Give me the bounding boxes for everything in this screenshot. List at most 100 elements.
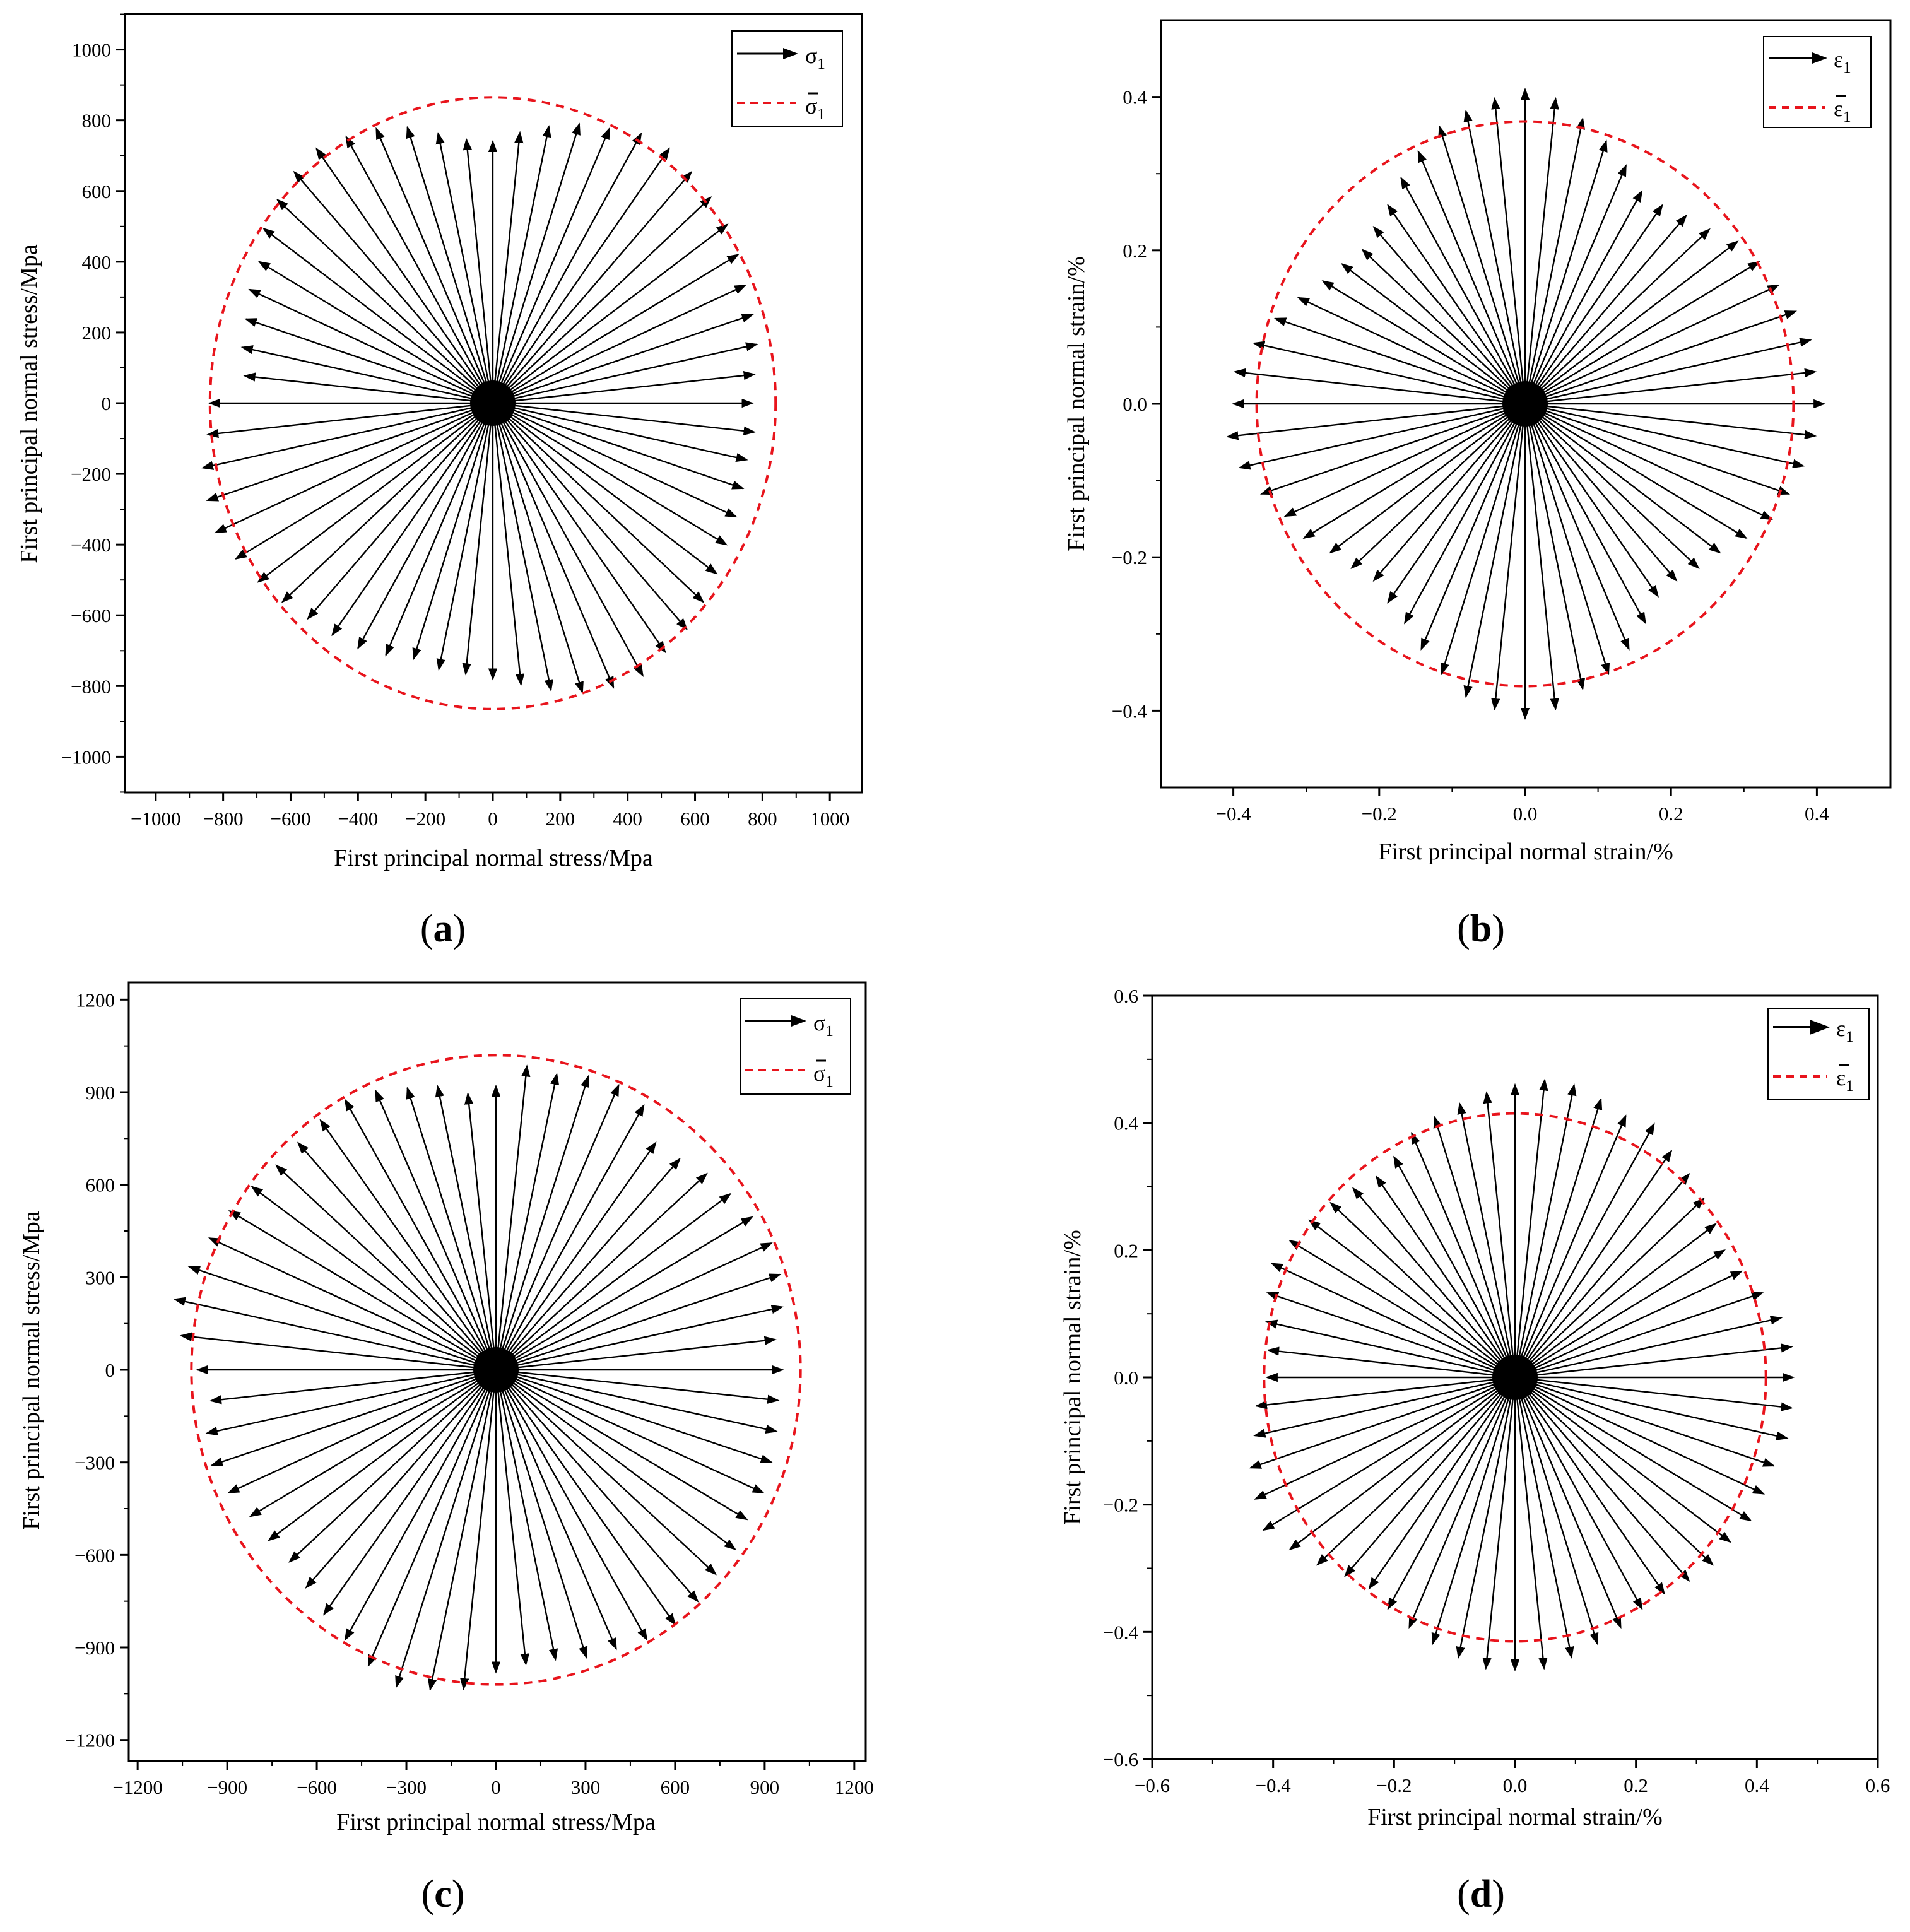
stress-vector-arrow xyxy=(1329,1201,1516,1378)
stress-vector-arrow xyxy=(492,370,756,404)
stress-vector-arrow xyxy=(1266,1292,1516,1379)
stress-vector-arrow xyxy=(492,342,758,404)
x-tick-label: 0.0 xyxy=(1503,1774,1528,1796)
stress-vector-arrow xyxy=(395,1369,497,1688)
center-hub xyxy=(1492,1355,1538,1400)
stress-vector-arrow xyxy=(375,127,494,404)
stress-vector-arrow xyxy=(1253,1376,1516,1438)
stress-vector-arrow xyxy=(1341,262,1526,404)
stress-vector-arrow xyxy=(1514,1343,1793,1379)
panel-c: −1200 −900 −600 −300 0 300 600 900 1200 −1200 −900… xyxy=(18,981,874,1916)
stress-vector-arrow xyxy=(307,403,493,620)
stress-vector-arrow xyxy=(1514,1376,1793,1411)
stress-vector-arrow xyxy=(315,147,493,404)
stress-vector-arrow xyxy=(1375,1175,1516,1378)
y-tick-label: −300 xyxy=(74,1452,115,1474)
stress-vector-arrow xyxy=(460,1369,497,1691)
stress-vector-arrow xyxy=(385,403,494,657)
stress-vector-arrow xyxy=(1482,1377,1516,1670)
x-tick-label: 600 xyxy=(661,1776,690,1798)
stress-vector-arrow xyxy=(495,1369,717,1576)
panel-label-b: (b) xyxy=(1457,907,1505,950)
stress-vector-arrow xyxy=(1226,403,1526,440)
plot-frame xyxy=(127,981,867,1762)
legend-box xyxy=(731,30,843,127)
y-tick-label: 800 xyxy=(82,110,112,132)
x-axis-title: First principal normal strain/% xyxy=(1378,839,1673,865)
stress-vector-arrow xyxy=(1431,1377,1516,1646)
stress-vector-arrow xyxy=(1440,403,1526,676)
stress-vector-arrow xyxy=(1417,150,1526,404)
y-tick-label: 0 xyxy=(102,392,112,415)
x-tick-label: 0.6 xyxy=(1866,1774,1890,1796)
stress-vector-arrow xyxy=(1372,226,1526,404)
stress-vector-arrow xyxy=(492,402,756,436)
stress-vector-arrow xyxy=(234,402,493,560)
stress-vector-arrow xyxy=(1433,1116,1516,1378)
stress-vector-arrow xyxy=(1514,1172,1690,1378)
y-tick-label: 0.0 xyxy=(1123,393,1147,415)
stress-vector-arrow xyxy=(1400,176,1526,404)
legend-mean-label: σ1 xyxy=(805,93,825,123)
stress-vector-arrow xyxy=(1524,403,1748,539)
stress-vector-arrow xyxy=(1514,1377,1599,1646)
stress-vector-arrow xyxy=(1524,164,1627,404)
y-tick-label: −0.2 xyxy=(1112,546,1147,568)
stress-vector-arrow xyxy=(495,1369,773,1464)
y-axis-title: First principal normal stress/Mpa xyxy=(16,244,42,563)
legend-arrow-label: σ1 xyxy=(805,43,825,73)
y-tick-label: 600 xyxy=(82,180,112,203)
stress-vector-arrow xyxy=(1524,214,1687,404)
x-tick-label: −1000 xyxy=(131,808,180,830)
stress-vector-arrow xyxy=(357,403,494,650)
legend: ε1 ε1 xyxy=(1763,36,1872,128)
stress-vector-arrow xyxy=(495,1172,708,1370)
stress-vector-arrow xyxy=(495,1369,778,1434)
stress-vector-arrow xyxy=(1514,1377,1548,1670)
stress-vector-arrow xyxy=(1408,1377,1516,1629)
center-hub-dot xyxy=(1492,1355,1538,1400)
stress-vector-arrow xyxy=(492,147,670,404)
x-tick-label: −800 xyxy=(203,808,244,830)
mean-circle-layer xyxy=(1255,120,1795,688)
stress-vector-arrow xyxy=(495,1141,657,1370)
x-axis-title: First principal normal stress/Mpa xyxy=(336,1809,656,1835)
stress-vector-arrow xyxy=(495,1242,773,1371)
x-tick-label: 1200 xyxy=(835,1776,874,1798)
stress-vector-arrow xyxy=(375,1089,497,1370)
stress-vector-arrow xyxy=(1524,403,1678,582)
stress-vector-arrow xyxy=(1264,1319,1516,1379)
stress-vector-arrow xyxy=(464,1092,497,1370)
stress-vector-arrow xyxy=(1270,1263,1516,1379)
legend-mean-label: σ1 xyxy=(813,1061,834,1090)
stress-vector-arrow xyxy=(495,1336,777,1371)
y-tick-label: −900 xyxy=(74,1637,115,1659)
stress-vector-arrow xyxy=(1514,1377,1622,1629)
stress-vector-arrow xyxy=(1524,403,1791,495)
stress-vector-arrow xyxy=(208,1237,497,1371)
legend-mean-subscript: 1 xyxy=(817,106,825,123)
y-tick-label: 900 xyxy=(86,1081,115,1104)
stress-vector-arrow xyxy=(1514,1097,1603,1378)
stress-vector-arrow xyxy=(1514,1377,1643,1610)
stress-vector-arrow xyxy=(1483,1091,1516,1378)
x-tick-label: 0.4 xyxy=(1745,1774,1769,1796)
y-tick-label: −600 xyxy=(71,604,111,627)
stress-vector-arrow xyxy=(495,1369,558,1661)
legend-mean-label: ε1 xyxy=(1834,96,1851,126)
stress-vector-arrow xyxy=(1372,403,1526,582)
y-axis-title: First principal normal stress/Mpa xyxy=(18,1211,45,1530)
stress-vector-arrow xyxy=(492,403,615,689)
stress-vector-arrow xyxy=(495,1157,681,1370)
x-tick-label: −0.2 xyxy=(1362,803,1397,825)
stress-vector-arrow xyxy=(262,227,493,404)
stress-vector-arrow xyxy=(1438,125,1526,404)
stress-vector-arrow xyxy=(492,127,610,404)
y-tick-label: −0.2 xyxy=(1103,1494,1138,1516)
legend: σ1 σ1 xyxy=(731,30,843,127)
stress-vector-arrow xyxy=(276,198,493,404)
x-tick-label: −0.4 xyxy=(1256,1774,1292,1796)
legend: σ1 σ1 xyxy=(740,998,851,1095)
stress-vector-arrow xyxy=(495,1216,753,1371)
stress-vector-arrow xyxy=(1411,1131,1516,1378)
